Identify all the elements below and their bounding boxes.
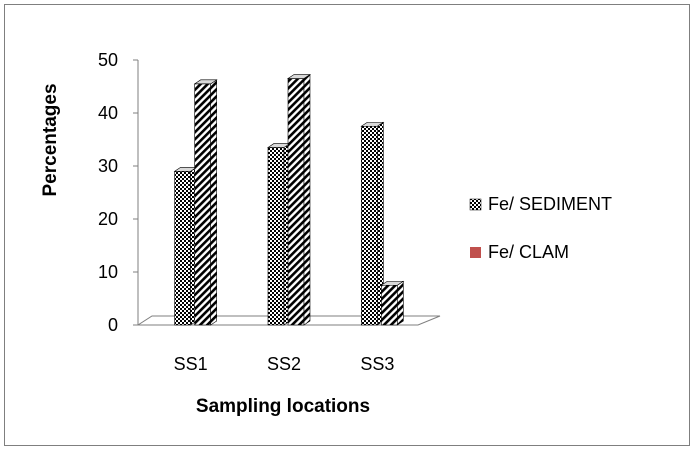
legend: Fe/ SEDIMENT Fe/ CLAM <box>469 194 612 262</box>
y-tick-label: 30 <box>98 156 118 176</box>
legend-item-1: Fe/ SEDIMENT <box>469 194 612 214</box>
bar-top <box>193 79 218 85</box>
legend-label: Fe/ CLAM <box>488 242 569 262</box>
y-tick-label: 40 <box>98 103 118 123</box>
y-tick-label: 0 <box>108 315 118 335</box>
legend-item-2: Fe/ CLAM <box>470 242 569 262</box>
x-tick-label: SS3 <box>360 354 394 374</box>
y-tick-label: 10 <box>98 262 118 282</box>
bar-ss1-series-2 <box>193 79 218 326</box>
y-axis-title: Percentages <box>40 83 61 196</box>
bar-ss2-series-2 <box>287 73 311 326</box>
legend-swatch <box>470 247 481 258</box>
legend-label: Fe/ SEDIMENT <box>488 194 612 214</box>
bar-ss2-series-1 <box>267 142 291 326</box>
bar-front <box>194 83 211 326</box>
bar-side <box>210 79 217 326</box>
y-tick-label: 50 <box>98 50 118 70</box>
y-tick-label: 20 <box>98 209 118 229</box>
bar-front <box>174 171 191 326</box>
x-axis-ticks: SS1 SS2 SS3 <box>174 354 395 374</box>
bar-top <box>287 74 311 79</box>
bar-side <box>303 73 311 326</box>
bar-top <box>380 280 405 286</box>
bar-ss3-series-1 <box>360 121 385 326</box>
bar-top <box>360 121 385 127</box>
x-tick-label: SS1 <box>174 354 208 374</box>
bar-front <box>361 125 378 326</box>
y-axis: 0 10 20 30 40 50 <box>98 50 139 335</box>
x-axis-title: Sampling locations <box>196 396 370 417</box>
bar-ss3-series-2 <box>380 280 405 326</box>
bar-ss1-series-1 <box>173 166 198 326</box>
x-tick-label: SS2 <box>267 354 301 374</box>
bar-front <box>287 78 305 326</box>
legend-swatch <box>469 198 482 211</box>
bar-front <box>381 284 398 326</box>
bars <box>173 73 405 326</box>
chart-frame <box>4 4 690 446</box>
bar-side <box>397 280 404 326</box>
bar-front <box>267 147 285 326</box>
